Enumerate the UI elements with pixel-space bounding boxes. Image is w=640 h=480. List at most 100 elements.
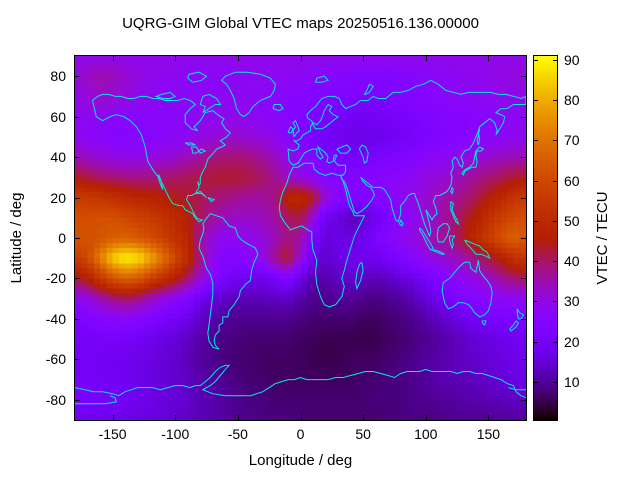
coastline-ross-sea-east xyxy=(508,387,526,391)
y-tick-label: 60 xyxy=(50,108,66,125)
colorbar-gradient-canvas xyxy=(534,56,557,420)
colorbar-tick-label: 90 xyxy=(564,52,580,69)
colorbar-tick-label: 30 xyxy=(564,293,580,310)
y-tick-mark xyxy=(75,318,80,320)
y-tick-label: 80 xyxy=(50,68,66,85)
y-tick-label: -80 xyxy=(45,391,66,408)
coastline-svalbard xyxy=(315,75,330,83)
colorbar-tick-mark xyxy=(534,261,538,263)
colorbar xyxy=(533,55,558,421)
chart-title: UQRG-GIM Global VTEC maps 20250516.136.0… xyxy=(122,15,479,32)
x-tick-label: -100 xyxy=(161,426,190,442)
y-tick-label: 20 xyxy=(50,189,66,206)
colorbar-tick-mark xyxy=(534,100,538,102)
colorbar-tick-mark xyxy=(553,100,557,102)
coastline-great-lakes-east xyxy=(191,146,207,154)
coastline-iceland xyxy=(272,104,284,112)
coastline-caspian-sea xyxy=(358,144,369,165)
colorbar-tick-mark xyxy=(553,220,557,222)
coastline-novaya-zemlya xyxy=(363,83,374,95)
y-tick-label: -20 xyxy=(45,270,66,287)
x-tick-mark xyxy=(112,415,114,420)
y-tick-mark xyxy=(521,278,526,280)
coastline-ellesmere-island xyxy=(187,71,208,83)
x-tick-label: 0 xyxy=(296,426,305,442)
colorbar-tick-mark xyxy=(553,261,557,263)
y-tick-label: 0 xyxy=(58,230,66,246)
x-tick-mark xyxy=(425,415,427,420)
colorbar-tick-mark xyxy=(553,140,557,142)
coastline-africa xyxy=(278,162,366,308)
x-tick-mark xyxy=(112,56,114,61)
x-tick-mark xyxy=(237,56,239,61)
y-tick-mark xyxy=(521,116,526,118)
y-tick-mark xyxy=(521,76,526,78)
x-tick-label: 150 xyxy=(476,426,501,442)
colorbar-tick-mark xyxy=(534,180,538,182)
y-tick-mark xyxy=(75,238,80,239)
colorbar-tick-mark xyxy=(553,341,557,343)
coastline-java xyxy=(431,249,445,255)
y-tick-mark xyxy=(75,399,80,401)
x-tick-label: 50 xyxy=(355,426,371,442)
coastline-ireland xyxy=(287,125,294,134)
colorbar-tick-mark xyxy=(534,341,538,343)
colorbar-tick-label: 60 xyxy=(564,172,580,189)
x-tick-label: 100 xyxy=(414,426,438,442)
coastline-taiwan xyxy=(450,187,454,195)
y-tick-mark xyxy=(521,157,526,159)
y-tick-mark xyxy=(75,157,80,159)
coastline-sakhalin xyxy=(476,128,481,146)
colorbar-tick-mark xyxy=(553,180,557,182)
x-tick-mark xyxy=(488,415,490,420)
coastline-hispaniola xyxy=(207,197,216,203)
colorbar-tick-label: 50 xyxy=(564,212,580,229)
x-tick-mark xyxy=(237,415,239,420)
x-tick-mark xyxy=(300,415,302,420)
coastline-greenland xyxy=(220,71,276,118)
coastline-ross-ice-shelf xyxy=(75,395,117,405)
x-tick-mark xyxy=(363,415,365,420)
colorbar-tick-label: 40 xyxy=(564,253,580,270)
coastline-tasmania xyxy=(481,320,487,326)
colorbar-tick-label: 80 xyxy=(564,92,580,109)
vtec-heatmap-canvas xyxy=(75,56,526,420)
coastline-australia xyxy=(441,260,493,318)
coastline-sri-lanka xyxy=(398,219,404,227)
colorbar-tick-label: 20 xyxy=(564,333,580,350)
coastline-madagascar xyxy=(355,261,364,291)
coastline-sulawesi xyxy=(449,235,456,250)
x-tick-label: -50 xyxy=(227,426,248,442)
colorbar-tick-mark xyxy=(534,60,538,62)
colorbar-label: VTEC / TECU xyxy=(594,191,611,285)
coastline-sumatra xyxy=(419,227,434,251)
coastline-baja-california xyxy=(157,174,164,190)
coastline-new-zealand-south xyxy=(509,320,520,332)
coastline-great-britain xyxy=(292,119,300,138)
y-tick-mark xyxy=(75,278,80,280)
y-tick-mark xyxy=(75,116,80,118)
x-tick-mark xyxy=(363,56,365,61)
y-tick-label: -40 xyxy=(45,310,66,327)
x-axis-label: Longitude / deg xyxy=(248,452,353,469)
colorbar-tick-mark xyxy=(553,301,557,303)
x-tick-label: -150 xyxy=(98,426,127,442)
y-tick-mark xyxy=(521,399,526,401)
coastline-black-sea xyxy=(336,144,352,154)
coastline-baffin-island xyxy=(199,93,222,114)
y-tick-mark xyxy=(75,197,80,199)
y-tick-mark xyxy=(75,76,80,78)
coastline-eurasia xyxy=(287,79,526,238)
colorbar-tick-label: 10 xyxy=(564,373,580,390)
colorbar-tick-mark xyxy=(534,140,538,142)
y-tick-mark xyxy=(521,238,526,239)
x-tick-mark xyxy=(425,56,427,61)
coastline-great-lakes-west xyxy=(184,142,196,146)
coastline-south-america xyxy=(198,213,259,350)
coastline-cuba xyxy=(195,190,207,198)
coastline-philippines xyxy=(450,201,460,226)
coastline-new-guinea xyxy=(464,239,491,260)
y-tick-label: -60 xyxy=(45,351,66,368)
colorbar-tick-mark xyxy=(553,381,557,383)
coastline-borneo xyxy=(436,223,451,243)
